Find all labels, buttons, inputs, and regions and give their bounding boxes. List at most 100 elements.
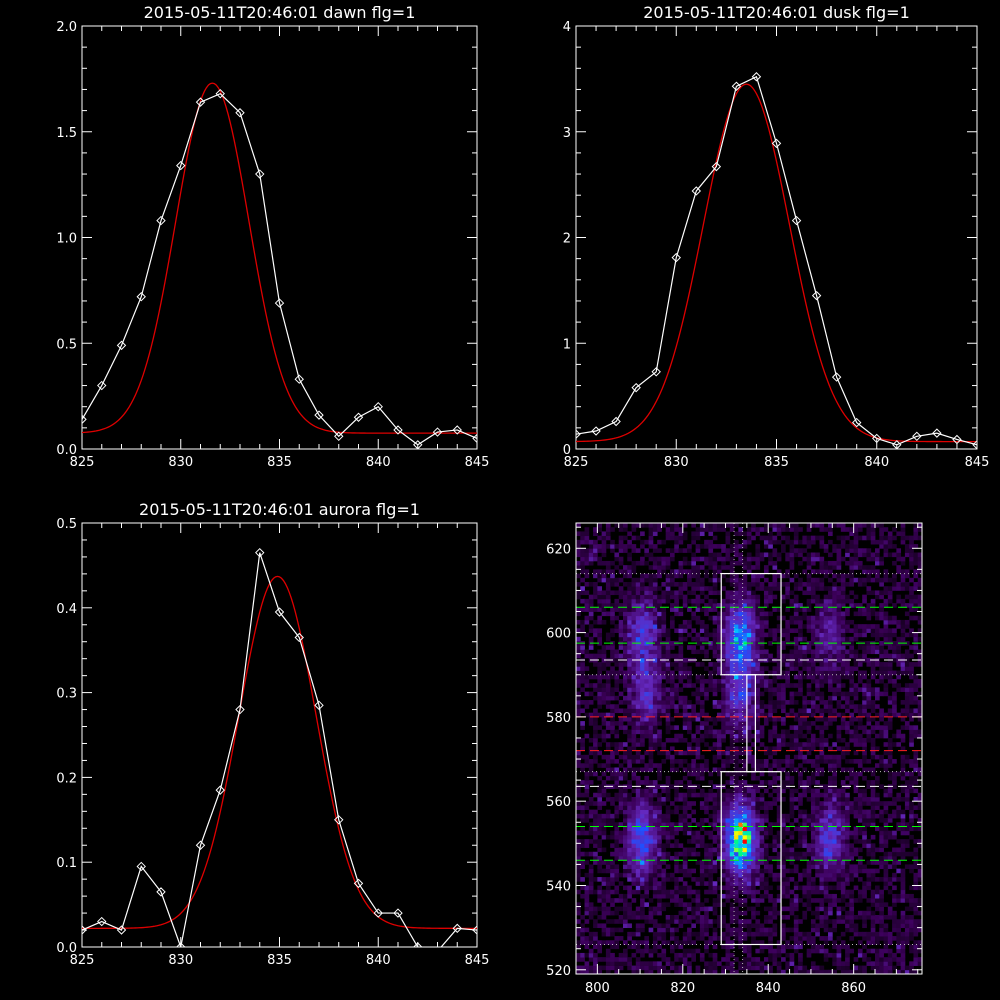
heatmap-cell [597, 662, 603, 667]
heatmap-cell [772, 898, 778, 903]
heatmap-cell [815, 619, 820, 625]
heatmap-cell [725, 535, 731, 541]
heatmap-cell [746, 704, 752, 709]
heatmap-cell [640, 670, 645, 676]
heatmap-cell [755, 839, 761, 844]
data-point [235, 108, 245, 118]
heatmap-cell [734, 906, 739, 912]
heatmap-cell [823, 628, 829, 633]
heatmap-cell [652, 961, 658, 966]
heatmap-cell [588, 763, 594, 768]
heatmap-cell [806, 860, 812, 865]
heatmap-cell [742, 822, 748, 827]
heatmap-cell [742, 767, 748, 773]
heatmap-cell [627, 657, 632, 663]
data-point [176, 942, 186, 947]
heatmap-cell [691, 940, 696, 945]
heatmap-cell [661, 598, 667, 604]
heatmap-cell [734, 855, 739, 861]
heatmap-cell [593, 531, 598, 537]
heatmap-cell [734, 868, 739, 874]
heatmap-cell [828, 569, 833, 574]
heatmap-cell [584, 573, 590, 579]
heatmap-cell [584, 965, 590, 971]
heatmap-cell [580, 851, 585, 857]
heatmap-cell [601, 834, 607, 840]
heatmap-cell [695, 548, 701, 553]
heatmap-cell [789, 788, 795, 794]
heatmap-cell [763, 649, 769, 655]
heatmap-cell [712, 560, 718, 566]
heatmap-cell [734, 615, 739, 621]
heatmap-cell [716, 818, 722, 823]
heatmap-cell [584, 839, 590, 844]
heatmap-cell [699, 801, 705, 806]
heatmap-cell [661, 834, 667, 840]
heatmap-cell [669, 523, 675, 528]
heatmap-cell [704, 691, 709, 697]
heatmap-cell [622, 582, 628, 587]
heatmap-cell [588, 906, 594, 912]
heatmap-cell [631, 759, 637, 764]
heatmap-cell [742, 611, 748, 617]
heatmap-cell [823, 615, 829, 621]
heatmap-cell [746, 813, 752, 819]
heatmap-cell [695, 594, 701, 600]
heatmap-cell [738, 691, 743, 697]
heatmap-cell [657, 965, 662, 971]
heatmap-cell [772, 902, 778, 907]
heatmap-cell [755, 940, 761, 945]
heatmap-cell [635, 615, 641, 621]
heatmap-cell [657, 792, 662, 798]
heatmap-cell [802, 548, 808, 553]
heatmap-cell [810, 965, 816, 971]
heatmap-cell [789, 695, 795, 701]
heatmap-cell [746, 952, 752, 958]
heatmap-cell [836, 885, 842, 891]
heatmap-cell [695, 750, 701, 756]
heatmap-cell [661, 653, 667, 659]
heatmap-cell [785, 780, 790, 785]
heatmap-cell [738, 619, 743, 625]
heatmap-cell [687, 674, 692, 680]
heatmap-cell [772, 632, 778, 638]
heatmap-cell [644, 885, 650, 891]
heatmap-cell [652, 834, 658, 840]
heatmap-cell [631, 931, 637, 937]
heatmap-cell [657, 775, 662, 781]
heatmap-cell [644, 708, 650, 714]
heatmap-cell [721, 965, 726, 971]
heatmap-cell [815, 914, 820, 920]
heatmap-cell [631, 914, 637, 920]
heatmap-cell [665, 565, 671, 570]
heatmap-cell [721, 628, 726, 633]
heatmap-cell [695, 754, 701, 760]
heatmap-cell [661, 952, 667, 958]
heatmap-cell [610, 868, 615, 874]
heatmap-cell [738, 737, 743, 743]
heatmap-cell [644, 729, 650, 735]
heatmap-cell [678, 653, 684, 659]
heatmap-cell [644, 586, 650, 591]
heatmap-cell [657, 931, 662, 937]
heatmap-cell [725, 759, 731, 764]
heatmap-cell [751, 792, 756, 798]
heatmap-cell [610, 872, 615, 878]
heatmap-cell [627, 586, 632, 591]
heatmap-cell [712, 792, 718, 798]
heatmap-cell [635, 666, 641, 671]
heatmap-cell [657, 704, 662, 709]
heatmap-cell [627, 851, 632, 857]
heatmap-cell [610, 548, 615, 553]
heatmap-cell [828, 716, 833, 722]
heatmap-cell [721, 919, 726, 924]
heatmap-cell [751, 573, 756, 579]
heatmap-cell [763, 687, 769, 692]
heatmap-cell [768, 969, 773, 975]
heatmap-cell [746, 927, 752, 933]
heatmap-cell [644, 611, 650, 617]
heatmap-cell [781, 851, 786, 857]
heatmap-cell [682, 759, 688, 764]
heatmap-cell [669, 725, 675, 730]
heatmap-cell [802, 653, 808, 659]
